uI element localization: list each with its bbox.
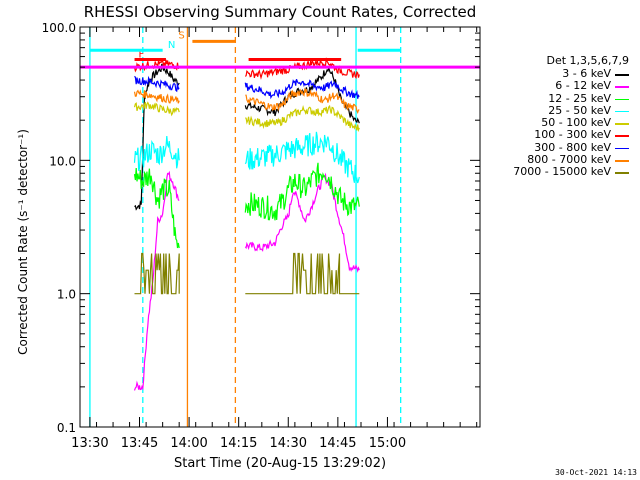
plot-frame	[79, 26, 481, 428]
legend-label: 12 - 25 keV	[548, 91, 611, 105]
state-bar-label-1: N	[168, 40, 175, 51]
legend-label: 50 - 100 keV	[541, 116, 611, 130]
series-line-8-seg1	[134, 252, 180, 295]
series-line-5-seg1	[133, 58, 180, 73]
series-line-0-seg2	[244, 65, 360, 124]
series-line-3-seg1	[133, 136, 180, 171]
legend-entry: 800 - 7000 keV	[487, 153, 637, 167]
legend-swatch	[615, 160, 629, 162]
legend-swatch	[615, 110, 629, 113]
series-line-2-seg2	[244, 162, 360, 221]
legend-header: Det 1,3,5,6,7,9	[546, 54, 629, 67]
legend-entry: 25 - 50 keV	[487, 103, 637, 117]
series-line-4-seg1	[133, 101, 180, 117]
legend-swatch	[615, 86, 629, 88]
state-bar-label-2: S	[178, 30, 184, 41]
series-line-7-seg1	[133, 89, 180, 104]
x-tick-label: 14:00	[170, 436, 207, 451]
series-line-7-seg2	[245, 87, 360, 114]
y-tick-label: 100.0	[42, 21, 76, 35]
series-line-1-seg1	[133, 170, 180, 391]
series-line-8-seg2	[245, 252, 360, 295]
legend-entry: 3 - 6 keV	[487, 67, 637, 80]
legend-swatch	[615, 98, 629, 101]
legend-swatch	[615, 123, 629, 125]
legend-entry: 100 - 300 keV	[487, 129, 637, 141]
series-line-3-seg2	[244, 131, 360, 184]
y-tick-label: 1.0	[57, 288, 76, 302]
legend-entry: 6 - 12 keV	[487, 79, 637, 93]
legend-label: 300 - 800 keV	[534, 140, 611, 154]
legend-entry: 300 - 800 keV	[487, 140, 637, 154]
legend-label: 800 - 7000 keV	[527, 153, 611, 167]
series-line-4-seg2	[244, 104, 360, 133]
series-line-0-seg1	[134, 63, 180, 211]
x-tick-label: 14:15	[220, 436, 257, 451]
legend-label: 25 - 50 keV	[548, 103, 611, 117]
legend-label: 6 - 12 keV	[555, 79, 611, 93]
legend: Det 1,3,5,6,7,9 3 - 6 keV 6 - 12 keV 12 - …	[487, 54, 637, 179]
legend-entry: 12 - 25 keV	[487, 91, 637, 105]
footer-date: 30-Oct-2021 14:13	[555, 468, 637, 477]
series-line-5-seg2	[244, 57, 360, 80]
legend-label: 100 - 300 keV	[534, 128, 611, 142]
legend-entry: 50 - 100 keV	[487, 116, 637, 130]
x-tick-label: 14:45	[319, 436, 356, 451]
legend-swatch	[615, 135, 629, 137]
legend-entry: 7000 - 15000 keV	[487, 166, 637, 178]
series-line-6-seg1	[134, 75, 180, 93]
x-tick-label: 14:30	[270, 436, 307, 451]
chart-title: RHESSI Observing Summary Count Rates, Co…	[84, 3, 477, 21]
legend-swatch	[615, 74, 629, 76]
x-tick-label: 13:45	[121, 436, 158, 451]
legend-label: 3 - 6 keV	[562, 67, 611, 80]
x-tick-label: 15:00	[369, 436, 406, 451]
legend-swatch	[615, 172, 629, 174]
series-line-6-seg2	[244, 78, 360, 100]
y-axis-label: Corrected Count Rate (s⁻¹ detector⁻¹)	[16, 129, 30, 355]
legend-label: 7000 - 15000 keV	[513, 165, 611, 179]
y-tick-label: 0.1	[57, 421, 76, 435]
series-line-2-seg1	[133, 167, 180, 249]
series-line-1-seg2	[244, 172, 360, 273]
x-axis-label: Start Time (20-Aug-15 13:29:02)	[174, 456, 386, 471]
y-tick-label: 10.0	[49, 154, 76, 168]
state-bar-label-0: F	[139, 50, 145, 61]
x-tick-label: 13:30	[71, 436, 108, 451]
legend-swatch	[615, 147, 629, 150]
